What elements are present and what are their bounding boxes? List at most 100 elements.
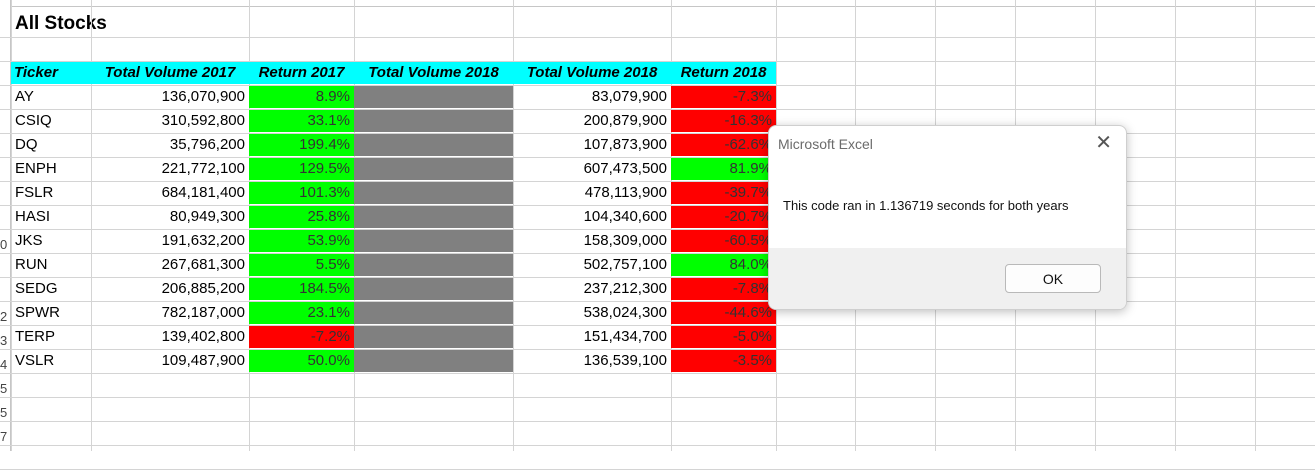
gridline-horizontal [0, 301, 1315, 302]
gridline-horizontal [0, 277, 1315, 278]
cell-ticker[interactable]: FSLR [15, 184, 54, 201]
cell-return-2017[interactable]: 23.1% [249, 302, 354, 324]
row-number[interactable]: 0 [0, 237, 8, 252]
cell-total-volume-2018[interactable]: 158,309,000 [583, 232, 667, 249]
cell-total-volume-2017[interactable]: 109,487,900 [161, 352, 245, 369]
cell-total-volume-2018-blank[interactable] [354, 350, 513, 372]
cell-ticker[interactable]: TERP [15, 328, 56, 345]
cell-total-volume-2017[interactable]: 139,402,800 [161, 328, 245, 345]
gridline-horizontal [0, 325, 1315, 326]
cell-total-volume-2017[interactable]: 136,070,900 [161, 88, 245, 105]
row-number[interactable]: 7 [0, 429, 8, 444]
cell-return-2018[interactable]: 81.9% [671, 158, 776, 180]
header-return-2017[interactable]: Return 2017 [249, 62, 354, 84]
ok-button[interactable]: OK [1005, 264, 1101, 293]
gridline-horizontal [0, 421, 1315, 422]
cell-total-volume-2017[interactable]: 684,181,400 [161, 184, 245, 201]
header-total-volume-2017[interactable]: Total Volume 2017 [91, 62, 249, 84]
cell-return-2017[interactable]: 5.5% [249, 254, 354, 276]
cell-ticker[interactable]: VSLR [15, 352, 55, 369]
cell-return-2018[interactable]: -62.6% [671, 134, 776, 156]
cell-return-2018[interactable]: -44.6% [671, 302, 776, 324]
cell-total-volume-2018[interactable]: 151,434,700 [583, 328, 667, 345]
gridline-horizontal [0, 37, 1315, 38]
cell-total-volume-2017[interactable]: 206,885,200 [161, 280, 245, 297]
cell-ticker[interactable]: ENPH [15, 160, 57, 177]
row-number[interactable]: 4 [0, 357, 8, 372]
cell-total-volume-2018-blank[interactable] [354, 278, 513, 300]
cell-total-volume-2018-blank[interactable] [354, 110, 513, 132]
cell-total-volume-2017[interactable]: 80,949,300 [169, 208, 245, 225]
cell-ticker[interactable]: RUN [15, 256, 48, 273]
row-number[interactable]: 5 [0, 405, 8, 420]
cell-return-2017[interactable]: 53.9% [249, 230, 354, 252]
header-return-2018[interactable]: Return 2018 [671, 62, 776, 84]
cell-total-volume-2017[interactable]: 267,681,300 [161, 256, 245, 273]
cell-total-volume-2018-blank[interactable] [354, 182, 513, 204]
cell-total-volume-2018[interactable]: 104,340,600 [583, 208, 667, 225]
cell-total-volume-2017[interactable]: 191,632,200 [161, 232, 245, 249]
cell-ticker[interactable]: JKS [15, 232, 43, 249]
gridline-horizontal [0, 349, 1315, 350]
cell-return-2017[interactable]: 33.1% [249, 110, 354, 132]
cell-return-2018[interactable]: -7.3% [671, 86, 776, 108]
cell-return-2017[interactable]: 25.8% [249, 206, 354, 228]
cell-return-2018[interactable]: -60.5% [671, 230, 776, 252]
cell-total-volume-2017[interactable]: 782,187,000 [161, 304, 245, 321]
cell-total-volume-2017[interactable]: 35,796,200 [169, 136, 245, 153]
cell-return-2017[interactable]: 8.9% [249, 86, 354, 108]
cell-return-2017[interactable]: 199.4% [249, 134, 354, 156]
cell-total-volume-2017[interactable]: 221,772,100 [161, 160, 245, 177]
gridline-vertical [91, 0, 92, 451]
header-ticker[interactable]: Ticker [11, 62, 91, 84]
cell-total-volume-2018[interactable]: 502,757,100 [583, 256, 667, 273]
header-total-volume-2018[interactable]: Total Volume 2018 [513, 62, 671, 84]
gridline-horizontal [0, 205, 1315, 206]
cell-return-2018[interactable]: -16.3% [671, 110, 776, 132]
gridline-horizontal [0, 373, 1315, 374]
cell-return-2018[interactable]: -7.8% [671, 278, 776, 300]
cell-total-volume-2018-blank[interactable] [354, 326, 513, 348]
cell-return-2018[interactable]: 84.0% [671, 254, 776, 276]
cell-ticker[interactable]: CSIQ [15, 112, 52, 129]
cell-total-volume-2018-blank[interactable] [354, 134, 513, 156]
cell-total-volume-2018[interactable]: 83,079,900 [591, 88, 667, 105]
cell-total-volume-2018-blank[interactable] [354, 206, 513, 228]
gridline-horizontal [0, 61, 1315, 62]
cell-total-volume-2018-blank[interactable] [354, 86, 513, 108]
cell-total-volume-2018[interactable]: 136,539,100 [583, 352, 667, 369]
cell-return-2017[interactable]: -7.2% [249, 326, 354, 348]
cell-return-2018[interactable]: -3.5% [671, 350, 776, 372]
cell-total-volume-2018-blank[interactable] [354, 302, 513, 324]
close-icon[interactable]: ✕ [1095, 132, 1112, 154]
row-number[interactable]: 2 [0, 309, 8, 324]
cell-total-volume-2018-blank[interactable] [354, 158, 513, 180]
dialog-message: This code ran in 1.136719 seconds for bo… [783, 198, 1069, 213]
cell-ticker[interactable]: HASI [15, 208, 51, 225]
cell-return-2017[interactable]: 50.0% [249, 350, 354, 372]
cell-total-volume-2018-blank[interactable] [354, 254, 513, 276]
cell-return-2018[interactable]: -20.7% [671, 206, 776, 228]
row-number[interactable]: 5 [0, 381, 8, 396]
cell-total-volume-2018[interactable]: 478,113,900 [584, 184, 667, 201]
cell-ticker[interactable]: DQ [15, 136, 38, 153]
cell-return-2017[interactable]: 129.5% [249, 158, 354, 180]
sheet-title[interactable]: All Stocks [15, 13, 107, 34]
cell-total-volume-2017[interactable]: 310,592,800 [161, 112, 245, 129]
cell-total-volume-2018[interactable]: 200,879,900 [583, 112, 667, 129]
cell-return-2017[interactable]: 184.5% [249, 278, 354, 300]
cell-ticker[interactable]: SEDG [15, 280, 58, 297]
cell-total-volume-2018-blank[interactable] [354, 230, 513, 252]
cell-total-volume-2018[interactable]: 607,473,500 [583, 160, 667, 177]
cell-ticker[interactable]: SPWR [15, 304, 60, 321]
gridline-vertical [1175, 0, 1176, 451]
cell-total-volume-2018[interactable]: 538,024,300 [583, 304, 667, 321]
cell-return-2018[interactable]: -39.7% [671, 182, 776, 204]
cell-total-volume-2018[interactable]: 237,212,300 [583, 280, 667, 297]
cell-total-volume-2018[interactable]: 107,873,900 [583, 136, 667, 153]
row-number[interactable]: 3 [0, 333, 8, 348]
cell-return-2017[interactable]: 101.3% [249, 182, 354, 204]
header-total-volume-2018-blank[interactable]: Total Volume 2018 [354, 62, 513, 84]
cell-return-2018[interactable]: -5.0% [671, 326, 776, 348]
cell-ticker[interactable]: AY [15, 88, 34, 105]
